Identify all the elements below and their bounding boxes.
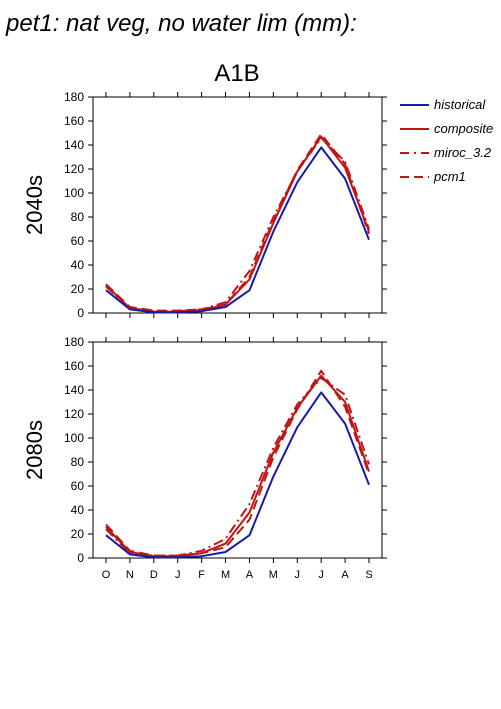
x-tick-label: A bbox=[341, 569, 349, 581]
y-tick-label: 0 bbox=[77, 551, 84, 565]
y-tick-label: 140 bbox=[64, 383, 84, 397]
y-tick-label: 120 bbox=[64, 162, 84, 176]
y-tick-label: 20 bbox=[71, 282, 85, 296]
x-tick-label: M bbox=[221, 569, 230, 581]
y-tick-label: 100 bbox=[64, 186, 84, 200]
y-tick-label: 60 bbox=[71, 234, 85, 248]
y-tick-label: 100 bbox=[64, 431, 84, 445]
plot-frame bbox=[92, 96, 383, 314]
legend-label: pcm1 bbox=[433, 169, 466, 184]
x-tick-label: J bbox=[295, 569, 301, 581]
series-line-miroc_3.2 bbox=[105, 136, 370, 313]
x-tick-label: N bbox=[126, 569, 134, 581]
x-tick-label: O bbox=[102, 569, 111, 581]
x-tick-label: J bbox=[318, 569, 324, 581]
series-line-historical bbox=[105, 146, 370, 314]
series-line-pcm1 bbox=[105, 133, 370, 312]
x-tick-label: S bbox=[365, 569, 372, 581]
y-tick-label: 180 bbox=[64, 90, 84, 104]
x-tick-label: A bbox=[246, 569, 254, 581]
y-tick-label: 80 bbox=[71, 210, 85, 224]
chart-panels: 0 20 40 60 80 100 120 140 160 180 2040s 0 20 40 60 80 10… bbox=[22, 90, 387, 581]
y-tick-label: 40 bbox=[71, 503, 85, 517]
legend: historical composite miroc_3.2 pcm1 bbox=[400, 97, 493, 184]
y-tick-label: 160 bbox=[64, 359, 84, 373]
chart-panel-2080s: 0 20 40 60 80 100 120 140 160 180 O N D J F M A M J J A S 2080… bbox=[22, 335, 387, 581]
chart-panel-2040s: 0 20 40 60 80 100 120 140 160 180 2040s bbox=[22, 90, 387, 320]
y-tick-label: 80 bbox=[71, 455, 85, 469]
y-tick-label: 60 bbox=[71, 479, 85, 493]
y-tick-label: 20 bbox=[71, 527, 85, 541]
legend-label: historical bbox=[434, 97, 486, 112]
scenario-title: A1B bbox=[214, 60, 259, 87]
x-tick-label: F bbox=[198, 569, 205, 581]
y-tick-label: 140 bbox=[64, 138, 84, 152]
x-tick-label: J bbox=[175, 569, 181, 581]
y-tick-label: 0 bbox=[77, 306, 84, 320]
legend-label: miroc_3.2 bbox=[434, 145, 492, 160]
x-tick-label: M bbox=[269, 569, 278, 581]
period-label: 2040s bbox=[22, 175, 47, 235]
y-tick-label: 160 bbox=[64, 114, 84, 128]
period-label: 2080s bbox=[22, 420, 47, 480]
legend-label: composite bbox=[434, 121, 493, 136]
page-title: pet1: nat veg, no water lim (mm): bbox=[5, 10, 357, 37]
y-tick-label: 180 bbox=[64, 335, 84, 349]
series-line-historical bbox=[105, 391, 370, 559]
y-tick-label: 40 bbox=[71, 258, 85, 272]
x-tick-label: D bbox=[150, 569, 158, 581]
series-line-composite bbox=[105, 374, 370, 558]
plot-frame bbox=[92, 341, 383, 559]
y-tick-label: 120 bbox=[64, 407, 84, 421]
series-line-pcm1 bbox=[105, 369, 370, 557]
